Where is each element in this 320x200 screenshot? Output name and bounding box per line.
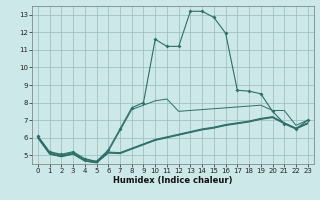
X-axis label: Humidex (Indice chaleur): Humidex (Indice chaleur) (113, 176, 233, 185)
